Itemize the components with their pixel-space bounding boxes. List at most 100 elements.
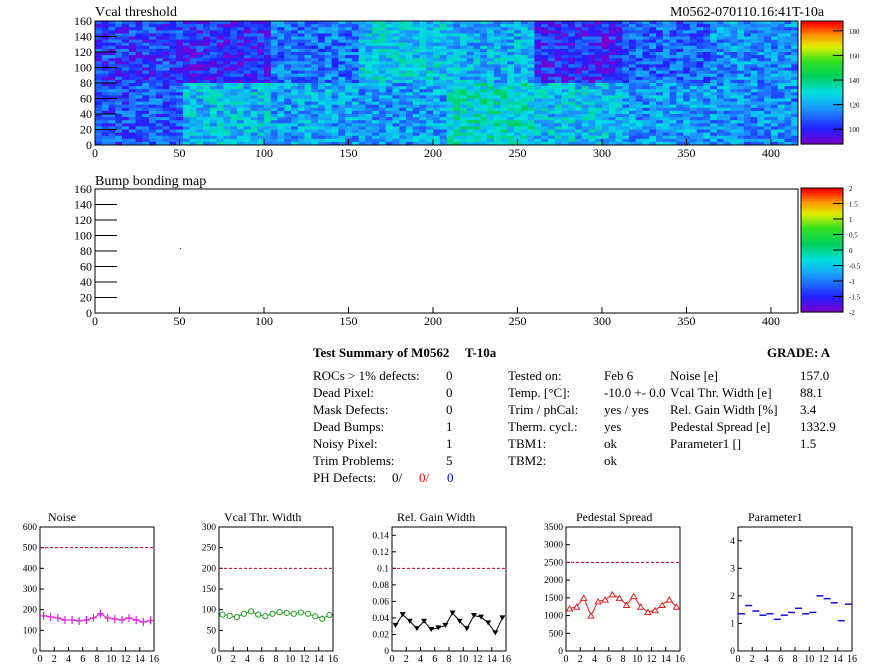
heatmap-cell [135, 33, 143, 37]
heatmap-cell [122, 120, 130, 124]
heatmap-cell [304, 89, 312, 93]
heatmap-cell [750, 83, 758, 87]
heatmap-cell [372, 129, 380, 133]
plot-frame [39, 526, 155, 652]
heatmap-cell [568, 110, 576, 115]
heatmap-cell [581, 135, 589, 140]
heatmap-cell [615, 42, 623, 47]
heatmap-cell [331, 27, 339, 31]
heatmap-cell [372, 39, 380, 44]
heatmap-cell [561, 114, 569, 118]
x-tick-label: 8 [95, 654, 100, 665]
colorbar-segment [801, 242, 843, 246]
colorbar-segment [801, 259, 843, 263]
heatmap-cell [209, 36, 218, 40]
heatmap-cell [561, 79, 569, 84]
heatmap-cell [128, 73, 136, 78]
heatmap-cell [135, 135, 143, 140]
colorbar-segment [801, 131, 843, 135]
sumMid-label-5: TBM2: [508, 453, 547, 468]
heatmap-cell [662, 45, 670, 50]
heatmap-cell [534, 83, 542, 87]
heatmap-cell [270, 101, 278, 106]
heatmap-cell [642, 110, 650, 115]
heatmap-cell [182, 70, 191, 75]
heatmap-cell [311, 129, 319, 133]
heatmap-cell [601, 117, 610, 121]
heatmap-cell [743, 98, 752, 102]
heatmap-cell [777, 138, 785, 143]
heatmap-cell [135, 123, 143, 127]
heatmap-cell [757, 117, 765, 121]
heatmap-cell [101, 107, 109, 112]
heatmap-cell [784, 39, 792, 44]
x-tick-label: 100 [255, 146, 273, 160]
heatmap-cell [182, 92, 191, 96]
heatmap-cell [243, 107, 251, 112]
heatmap-cell [399, 33, 407, 37]
heatmap-cell [473, 92, 481, 96]
heatmap-cell [405, 61, 414, 65]
heatmap-cell [291, 92, 299, 96]
heatmap-cell [520, 117, 529, 121]
heatmap-cell [345, 114, 353, 118]
heatmap-cell [189, 135, 197, 140]
heatmap-cell [574, 61, 583, 65]
heatmap-cell [243, 79, 251, 84]
heatmap-cell [122, 98, 130, 102]
heatmap-cell [568, 89, 576, 93]
heatmap-cell [115, 107, 123, 112]
heatmap-cell [270, 27, 278, 31]
heatmap-cell [203, 73, 211, 78]
heatmap-cell [149, 73, 157, 78]
heatmap-cell [588, 73, 596, 78]
heatmap-cell [480, 135, 488, 140]
heatmap-cell [291, 67, 299, 71]
heatmap-cell [770, 83, 779, 87]
heatmap-cell [149, 39, 157, 44]
heatmap-cell [568, 141, 576, 146]
heatmap-cell [757, 114, 765, 118]
heatmap-cell [439, 21, 447, 25]
heatmap-cell [750, 138, 758, 143]
heatmap-cell [230, 126, 238, 130]
heatmap-cell [419, 129, 427, 133]
heatmap-cell [777, 73, 785, 78]
heatmap-cell [642, 30, 650, 34]
heatmap-cell [291, 30, 299, 34]
heatmap-cell [473, 61, 481, 65]
heatmap-cell [257, 64, 265, 68]
heatmap-cell [108, 61, 116, 65]
heatmap-cell [297, 48, 305, 53]
heatmap-cell [399, 64, 407, 68]
heatmap-cell [412, 86, 420, 90]
heatmap-cell [385, 101, 393, 106]
heatmap-cell [176, 83, 184, 87]
heatmap-cell [122, 110, 130, 115]
heatmap-cell [250, 39, 258, 44]
heatmap-cell [683, 76, 691, 81]
heatmap-cell [770, 76, 779, 81]
heatmap-cell [392, 126, 400, 130]
heatmap-cell [710, 70, 718, 75]
heatmap-cell [405, 76, 414, 81]
heatmap-cell [345, 132, 353, 137]
heatmap-cell [635, 36, 643, 40]
heatmap-cell [710, 58, 718, 62]
y-tick-label: 120 [74, 45, 92, 59]
colorbar-tick-label: 1.5 [849, 201, 858, 209]
heatmap-cell [291, 126, 299, 130]
heatmap-cell [649, 132, 657, 137]
heatmap-cell [405, 89, 414, 93]
heatmap-cell [791, 95, 799, 99]
heatmap-cell [365, 39, 373, 44]
heatmap-cell [426, 86, 434, 90]
heatmap-cell [169, 83, 177, 87]
heatmap-cell [318, 132, 326, 137]
heatmap-cell [561, 86, 569, 90]
heatmap-cell [203, 126, 211, 130]
heatmap-cell [743, 141, 752, 146]
heatmap-cell [216, 83, 224, 87]
heatmap-cell [182, 141, 191, 146]
heatmap-cell [689, 83, 698, 87]
